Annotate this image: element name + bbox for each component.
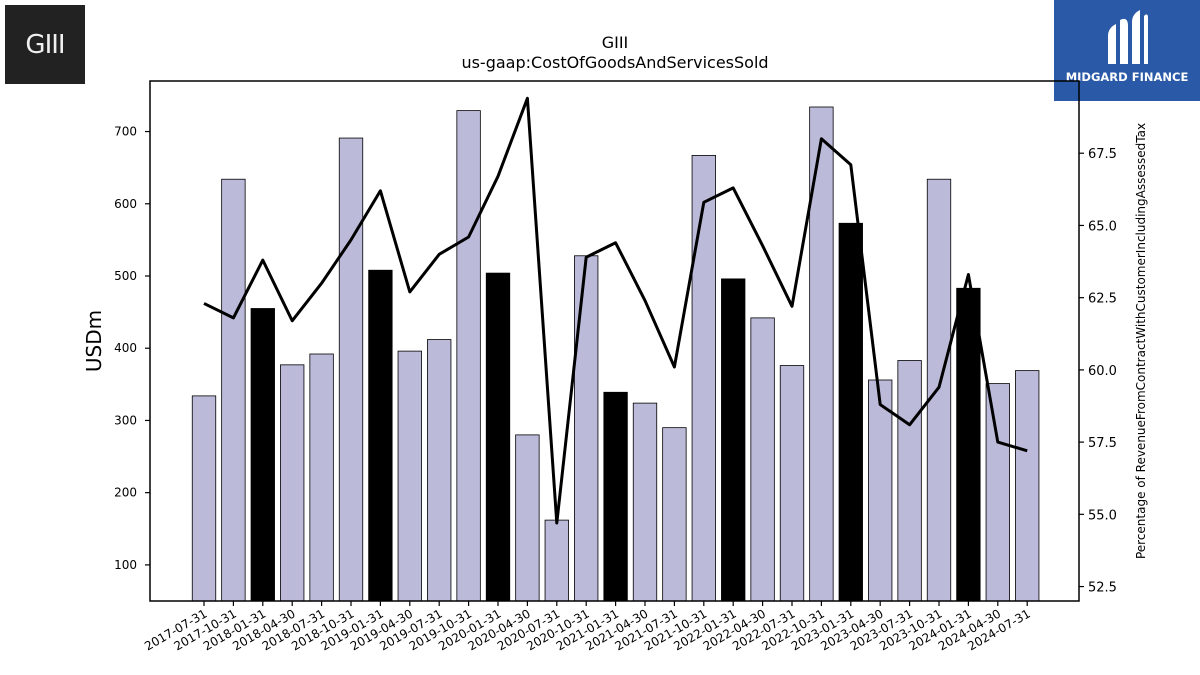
y2-tick-label: 57.5 xyxy=(1088,436,1117,451)
bar-2019-10-31 xyxy=(456,110,481,602)
bar-2021-07-31 xyxy=(662,427,687,602)
bar-2020-04-30 xyxy=(515,434,540,602)
chart-title: GIII xyxy=(602,33,629,52)
bar-2024-04-30 xyxy=(985,383,1010,602)
y-tick-label: 400 xyxy=(114,341,137,355)
midgard-finance-logo: MIDGARD FINANCE xyxy=(1054,0,1200,101)
plot-frame xyxy=(149,80,1080,602)
line-layer xyxy=(203,96,1028,525)
y2-tick-label: 65.0 xyxy=(1088,219,1117,234)
bar-2023-01-31 xyxy=(838,222,863,602)
y2-tick-label: 55.0 xyxy=(1088,508,1117,523)
bar-2021-01-31 xyxy=(603,391,628,602)
midgard-brand-text: MIDGARD FINANCE xyxy=(1065,70,1189,84)
bar-2018-10-31 xyxy=(338,137,364,602)
bar-2018-07-31 xyxy=(309,353,334,602)
y-tick-label: 300 xyxy=(114,413,137,427)
bar-2022-04-30 xyxy=(750,317,775,602)
revenue-percentage-line xyxy=(203,96,1028,525)
chart-subtitle: us-gaap:CostOfGoodsAndServicesSold xyxy=(461,53,768,72)
bar-2019-07-31 xyxy=(427,339,452,602)
y-axis-ticks: 100 200 300 400 500 600 700 xyxy=(114,125,150,572)
y-tick-label: 200 xyxy=(114,486,137,500)
bar-2024-01-31 xyxy=(956,287,981,602)
bar-2018-01-31 xyxy=(250,308,275,602)
y2-axis-ticks: 52.5 55.0 57.5 60.0 62.5 65.0 67.5 xyxy=(1079,147,1117,596)
y2-axis-label: Percentage of RevenueFromContractWithCus… xyxy=(1134,123,1148,559)
bar-2019-01-31 xyxy=(368,269,393,602)
bar-2021-10-31 xyxy=(691,154,716,602)
y2-tick-label: 62.5 xyxy=(1088,292,1117,307)
y-tick-label: 700 xyxy=(114,125,137,139)
bars-group xyxy=(191,106,1040,602)
y2-tick-label: 67.5 xyxy=(1088,147,1117,162)
bar-2024-07-31 xyxy=(1015,370,1040,602)
bar-2021-04-30 xyxy=(632,402,658,602)
bar-2018-04-30 xyxy=(280,364,305,602)
y2-tick-label: 60.0 xyxy=(1088,364,1117,379)
y2-tick-label: 52.5 xyxy=(1088,581,1117,596)
bar-2020-01-31 xyxy=(485,272,511,602)
giii-logo: GIII xyxy=(5,5,85,84)
giii-logo-text: GIII xyxy=(25,29,65,60)
midgard-mark-icon xyxy=(1108,10,1148,64)
bar-2023-07-31 xyxy=(897,360,922,602)
bar-2023-04-30 xyxy=(868,379,893,602)
bar-2017-10-31 xyxy=(221,178,246,602)
bar-2022-01-31 xyxy=(721,278,746,602)
bar-2019-04-30 xyxy=(397,350,422,602)
x-axis-ticks: 2017-07-312017-10-312018-01-312018-04-30… xyxy=(142,601,1033,653)
y-tick-label: 600 xyxy=(114,197,137,211)
y-tick-label: 100 xyxy=(114,558,137,572)
bar-2022-07-31 xyxy=(779,365,805,602)
bar-2020-10-31 xyxy=(574,255,599,602)
bar-2017-07-31 xyxy=(191,395,217,602)
y-axis-label: USDm xyxy=(82,310,106,372)
y-tick-label: 500 xyxy=(114,269,137,283)
bar-2020-07-31 xyxy=(544,519,569,602)
bar-2023-10-31 xyxy=(926,178,952,602)
